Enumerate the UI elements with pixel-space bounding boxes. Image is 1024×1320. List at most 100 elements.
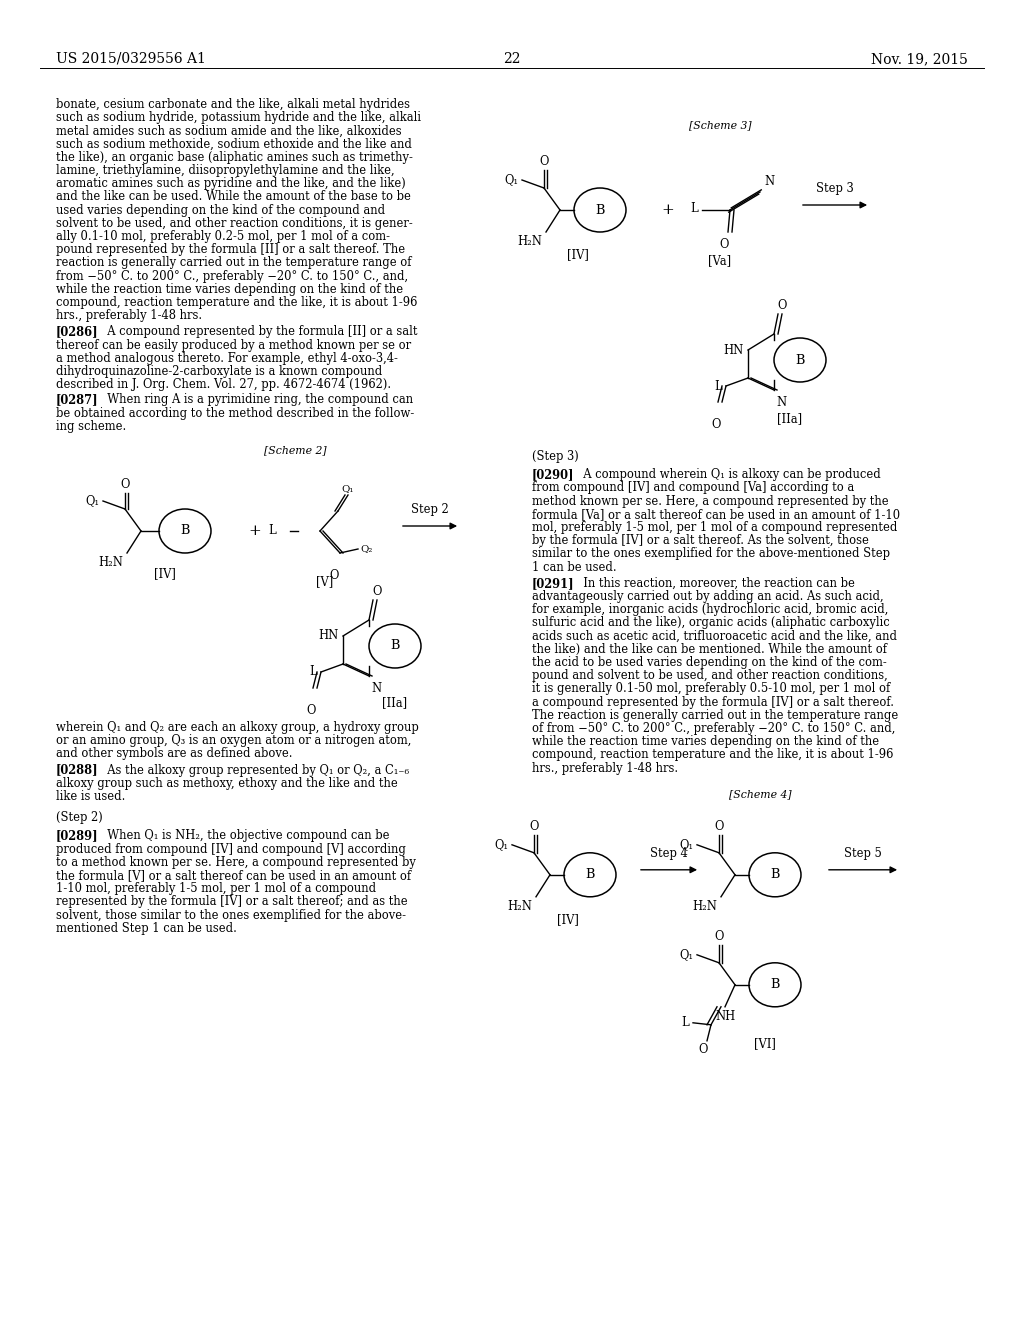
Text: O: O xyxy=(698,1043,708,1056)
Text: [0291]: [0291] xyxy=(532,577,574,590)
Text: Q₁: Q₁ xyxy=(342,484,354,492)
Text: As the alkoxy group represented by Q₁ or Q₂, a C₁₋₆: As the alkoxy group represented by Q₁ or… xyxy=(100,763,410,776)
Text: pound represented by the formula [II] or a salt thereof. The: pound represented by the formula [II] or… xyxy=(56,243,406,256)
Text: H₂N: H₂N xyxy=(98,556,123,569)
Text: (Step 2): (Step 2) xyxy=(56,812,102,824)
Text: wherein Q₁ and Q₂ are each an alkoxy group, a hydroxy group: wherein Q₁ and Q₂ are each an alkoxy gro… xyxy=(56,721,419,734)
Text: L: L xyxy=(681,1016,689,1030)
Text: Q₁: Q₁ xyxy=(679,948,693,961)
Text: [Scheme 4]: [Scheme 4] xyxy=(729,789,792,799)
Text: O: O xyxy=(715,820,724,833)
Text: NH: NH xyxy=(715,1010,735,1023)
Text: a compound represented by the formula [IV] or a salt thereof.: a compound represented by the formula [I… xyxy=(532,696,894,709)
Text: method known per se. Here, a compound represented by the: method known per se. Here, a compound re… xyxy=(532,495,889,508)
Text: [V]: [V] xyxy=(316,576,334,587)
Text: Step 5: Step 5 xyxy=(844,847,882,859)
Text: aromatic amines such as pyridine and the like, and the like): aromatic amines such as pyridine and the… xyxy=(56,177,406,190)
Text: Q₁: Q₁ xyxy=(504,173,518,186)
Text: L: L xyxy=(309,665,317,678)
Text: dihydroquinazoline-2-carboxylate is a known compound: dihydroquinazoline-2-carboxylate is a kn… xyxy=(56,366,382,378)
Text: [IIa]: [IIa] xyxy=(382,696,408,709)
Text: O: O xyxy=(540,154,549,168)
Text: L: L xyxy=(268,524,276,537)
Text: O: O xyxy=(120,478,130,491)
Text: and other symbols are as defined above.: and other symbols are as defined above. xyxy=(56,747,293,760)
Text: [IIa]: [IIa] xyxy=(777,412,803,425)
Text: O: O xyxy=(715,929,724,942)
Text: O: O xyxy=(306,704,315,717)
Text: advantageously carried out by adding an acid. As such acid,: advantageously carried out by adding an … xyxy=(532,590,884,603)
Text: the like) and the like can be mentioned. While the amount of: the like) and the like can be mentioned.… xyxy=(532,643,887,656)
Text: The reaction is generally carried out in the temperature range: The reaction is generally carried out in… xyxy=(532,709,898,722)
Text: such as sodium methoxide, sodium ethoxide and the like and: such as sodium methoxide, sodium ethoxid… xyxy=(56,137,412,150)
Text: to a method known per se. Here, a compound represented by: to a method known per se. Here, a compou… xyxy=(56,855,416,869)
Text: [Scheme 3]: [Scheme 3] xyxy=(689,120,752,129)
Text: [0290]: [0290] xyxy=(532,469,574,482)
Text: [0289]: [0289] xyxy=(56,829,98,842)
Text: +: + xyxy=(249,524,261,539)
Text: solvent to be used, and other reaction conditions, it is gener-: solvent to be used, and other reaction c… xyxy=(56,216,413,230)
Text: reaction is generally carried out in the temperature range of: reaction is generally carried out in the… xyxy=(56,256,412,269)
Text: bonate, cesium carbonate and the like, alkali metal hydrides: bonate, cesium carbonate and the like, a… xyxy=(56,98,410,111)
Text: like is used.: like is used. xyxy=(56,789,125,803)
Text: Q₁: Q₁ xyxy=(85,495,99,507)
Text: B: B xyxy=(586,869,595,882)
Text: [Va]: [Va] xyxy=(709,253,731,267)
Text: such as sodium hydride, potassium hydride and the like, alkali: such as sodium hydride, potassium hydrid… xyxy=(56,111,421,124)
Text: +: + xyxy=(662,203,675,216)
Text: compound, reaction temperature and the like, it is about 1-96: compound, reaction temperature and the l… xyxy=(56,296,418,309)
Text: solvent, those similar to the ones exemplified for the above-: solvent, those similar to the ones exemp… xyxy=(56,908,406,921)
Text: US 2015/0329556 A1: US 2015/0329556 A1 xyxy=(56,51,206,66)
Text: [IV]: [IV] xyxy=(567,248,589,261)
Text: B: B xyxy=(180,524,189,537)
Text: lamine, triethylamine, diisopropylethylamine and the like,: lamine, triethylamine, diisopropylethyla… xyxy=(56,164,394,177)
Text: hrs., preferably 1-48 hrs.: hrs., preferably 1-48 hrs. xyxy=(56,309,202,322)
Text: the formula [V] or a salt thereof can be used in an amount of: the formula [V] or a salt thereof can be… xyxy=(56,869,411,882)
Text: H₂N: H₂N xyxy=(692,900,717,913)
Text: H₂N: H₂N xyxy=(517,235,542,248)
Text: O: O xyxy=(529,820,539,833)
Text: be obtained according to the method described in the follow-: be obtained according to the method desc… xyxy=(56,407,415,420)
Text: it is generally 0.1-50 mol, preferably 0.5-10 mol, per 1 mol of: it is generally 0.1-50 mol, preferably 0… xyxy=(532,682,890,696)
Text: metal amides such as sodium amide and the like, alkoxides: metal amides such as sodium amide and th… xyxy=(56,124,401,137)
Text: L: L xyxy=(690,202,698,214)
Text: alkoxy group such as methoxy, ethoxy and the like and the: alkoxy group such as methoxy, ethoxy and… xyxy=(56,776,397,789)
Text: B: B xyxy=(796,354,805,367)
Text: B: B xyxy=(770,869,779,882)
Text: [0288]: [0288] xyxy=(56,763,98,776)
Text: (Step 3): (Step 3) xyxy=(532,450,579,463)
Text: [0286]: [0286] xyxy=(56,326,98,338)
Text: from compound [IV] and compound [Va] according to a: from compound [IV] and compound [Va] acc… xyxy=(532,482,854,495)
Text: [Scheme 2]: [Scheme 2] xyxy=(264,445,327,455)
Text: formula [Va] or a salt thereof can be used in an amount of 1-10: formula [Va] or a salt thereof can be us… xyxy=(532,508,900,521)
Text: sulfuric acid and the like), organic acids (aliphatic carboxylic: sulfuric acid and the like), organic aci… xyxy=(532,616,890,630)
Text: Nov. 19, 2015: Nov. 19, 2015 xyxy=(871,51,968,66)
Text: by the formula [IV] or a salt thereof. As the solvent, those: by the formula [IV] or a salt thereof. A… xyxy=(532,535,869,548)
Text: B: B xyxy=(390,639,399,652)
Text: represented by the formula [IV] or a salt thereof; and as the: represented by the formula [IV] or a sal… xyxy=(56,895,408,908)
Text: Step 2: Step 2 xyxy=(411,503,449,516)
Text: 1 can be used.: 1 can be used. xyxy=(532,561,616,574)
Text: thereof can be easily produced by a method known per se or: thereof can be easily produced by a meth… xyxy=(56,339,411,351)
Text: When Q₁ is NH₂, the objective compound can be: When Q₁ is NH₂, the objective compound c… xyxy=(100,829,389,842)
Text: A compound wherein Q₁ is alkoxy can be produced: A compound wherein Q₁ is alkoxy can be p… xyxy=(575,469,881,482)
Text: used varies depending on the kind of the compound and: used varies depending on the kind of the… xyxy=(56,203,385,216)
Text: [IV]: [IV] xyxy=(154,568,176,579)
Text: N: N xyxy=(776,396,786,409)
Text: O: O xyxy=(777,300,786,312)
Text: described in J. Org. Chem. Vol. 27, pp. 4672-4674 (1962).: described in J. Org. Chem. Vol. 27, pp. … xyxy=(56,379,391,391)
Text: compound, reaction temperature and the like, it is about 1-96: compound, reaction temperature and the l… xyxy=(532,748,893,762)
Text: A compound represented by the formula [II] or a salt: A compound represented by the formula [I… xyxy=(100,326,418,338)
Text: Q₁: Q₁ xyxy=(679,838,693,851)
Text: In this reaction, moreover, the reaction can be: In this reaction, moreover, the reaction… xyxy=(575,577,855,590)
Text: H₂N: H₂N xyxy=(507,900,532,913)
Text: O: O xyxy=(373,585,382,598)
Text: pound and solvent to be used, and other reaction conditions,: pound and solvent to be used, and other … xyxy=(532,669,888,682)
Text: N: N xyxy=(764,176,774,187)
Text: O: O xyxy=(330,569,339,582)
Text: 1-10 mol, preferably 1-5 mol, per 1 mol of a compound: 1-10 mol, preferably 1-5 mol, per 1 mol … xyxy=(56,882,376,895)
Text: When ring A is a pyrimidine ring, the compound can: When ring A is a pyrimidine ring, the co… xyxy=(100,393,413,407)
Text: while the reaction time varies depending on the kind of the: while the reaction time varies depending… xyxy=(532,735,880,748)
Text: while the reaction time varies depending on the kind of the: while the reaction time varies depending… xyxy=(56,282,403,296)
Text: the like), an organic base (aliphatic amines such as trimethy-: the like), an organic base (aliphatic am… xyxy=(56,150,413,164)
